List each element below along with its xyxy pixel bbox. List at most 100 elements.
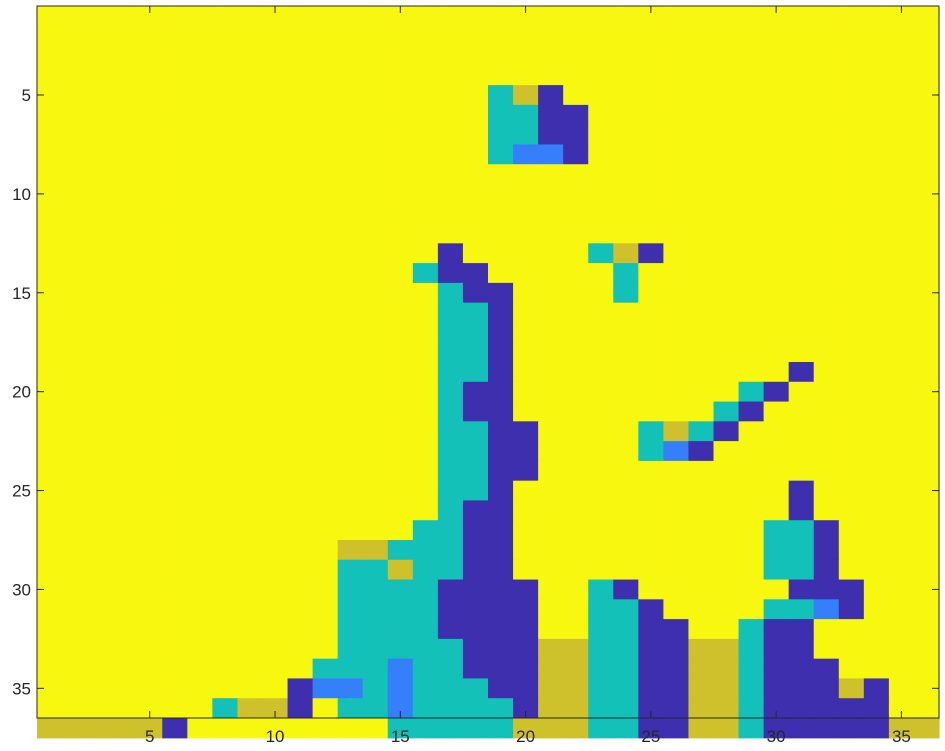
- heatmap-cell: [387, 164, 414, 185]
- heatmap-cell: [588, 500, 614, 521]
- heatmap-cell: [112, 45, 138, 66]
- heatmap-cell: [162, 421, 188, 442]
- heatmap-cell: [237, 500, 264, 521]
- heatmap-cell: [513, 638, 539, 660]
- heatmap-cell: [462, 401, 489, 422]
- heatmap-cell: [488, 619, 514, 640]
- heatmap-cell: [412, 6, 439, 27]
- heatmap-cell: [162, 460, 188, 482]
- heatmap-cell: [462, 164, 489, 185]
- heatmap-cell: [863, 104, 890, 126]
- heatmap-cell: [187, 25, 213, 47]
- heatmap-cell: [563, 203, 589, 225]
- heatmap-cell: [462, 678, 489, 699]
- heatmap-cell: [563, 500, 589, 521]
- heatmap-cell: [888, 579, 915, 600]
- heatmap-cell: [37, 619, 63, 640]
- heatmap-cell: [462, 441, 489, 462]
- heatmap-cell: [688, 104, 715, 126]
- heatmap-cell: [87, 362, 113, 383]
- heatmap-cell: [87, 342, 113, 363]
- heatmap-cell: [37, 6, 63, 27]
- heatmap-cell: [337, 460, 364, 482]
- heatmap-cell: [613, 698, 639, 719]
- heatmap-cell: [37, 718, 63, 739]
- heatmap-cell: [337, 362, 364, 383]
- heatmap-cell: [462, 520, 489, 541]
- heatmap-cell: [112, 322, 138, 343]
- heatmap-cell: [838, 381, 865, 403]
- heatmap-cell: [763, 638, 790, 660]
- heatmap-cell: [813, 441, 840, 462]
- heatmap-cell: [212, 678, 239, 699]
- heatmap-cell: [87, 263, 113, 284]
- heatmap-cell: [913, 144, 940, 165]
- heatmap-cell: [462, 342, 489, 363]
- heatmap-cell: [162, 540, 188, 561]
- heatmap-cell: [212, 599, 239, 620]
- heatmap-cell: [663, 480, 690, 502]
- heatmap-cell: [713, 144, 740, 165]
- heatmap-cell: [412, 362, 439, 383]
- heatmap-cell: [187, 599, 213, 620]
- heatmap-cell: [588, 45, 614, 66]
- heatmap-cell: [838, 658, 865, 680]
- heatmap-cell: [112, 619, 138, 640]
- heatmap-cell: [788, 124, 815, 146]
- heatmap-cell: [362, 302, 389, 324]
- heatmap-cell: [437, 6, 464, 27]
- heatmap-cell: [913, 203, 940, 225]
- heatmap-cell: [62, 342, 88, 363]
- heatmap-cell: [713, 124, 740, 146]
- heatmap-cell: [738, 164, 765, 185]
- heatmap-cell: [37, 381, 63, 403]
- heatmap-cell: [813, 638, 840, 660]
- heatmap-cell: [763, 520, 790, 541]
- heatmap-cell: [162, 164, 188, 185]
- heatmap-cell: [287, 164, 314, 185]
- heatmap-cell: [237, 559, 264, 581]
- heatmap-cell: [387, 718, 414, 739]
- heatmap-cell: [788, 302, 815, 324]
- heatmap-cell: [638, 85, 664, 106]
- heatmap-cell: [863, 65, 890, 86]
- heatmap-cell: [412, 579, 439, 600]
- heatmap-cell: [663, 579, 690, 600]
- heatmap-cell: [788, 441, 815, 462]
- heatmap-cell: [588, 263, 614, 284]
- heatmap-cell: [538, 540, 564, 561]
- heatmap-cell: [888, 401, 915, 422]
- heatmap-cell: [112, 65, 138, 86]
- heatmap-cell: [237, 282, 264, 304]
- heatmap-cell: [412, 124, 439, 146]
- heatmap-cell: [638, 164, 664, 185]
- heatmap-cell: [187, 243, 213, 264]
- heatmap-cell: [37, 203, 63, 225]
- heatmap-cell: [663, 381, 690, 403]
- heatmap-cell: [588, 401, 614, 422]
- heatmap-cell: [563, 658, 589, 680]
- heatmap-cell: [838, 520, 865, 541]
- heatmap-cell: [813, 104, 840, 126]
- heatmap-cell: [613, 362, 639, 383]
- heatmap-cell: [137, 619, 163, 640]
- heatmap-cell: [513, 65, 539, 86]
- heatmap-cell: [437, 243, 464, 264]
- heatmap-cell: [788, 65, 815, 86]
- heatmap-cell: [162, 342, 188, 363]
- heatmap-cell: [488, 45, 514, 66]
- heatmap-cell: [763, 243, 790, 264]
- heatmap-cell: [613, 401, 639, 422]
- heatmap-cell: [788, 243, 815, 264]
- heatmap-cell: [212, 263, 239, 284]
- heatmap-cell: [387, 559, 414, 581]
- heatmap-cell: [262, 342, 289, 363]
- heatmap-cell: [387, 579, 414, 600]
- heatmap-cell: [162, 698, 188, 719]
- heatmap-cell: [162, 45, 188, 66]
- heatmap-cell: [663, 124, 690, 146]
- heatmap-cell: [738, 421, 765, 442]
- heatmap-cell: [663, 520, 690, 541]
- heatmap-cell: [888, 243, 915, 264]
- heatmap-cell: [588, 718, 614, 739]
